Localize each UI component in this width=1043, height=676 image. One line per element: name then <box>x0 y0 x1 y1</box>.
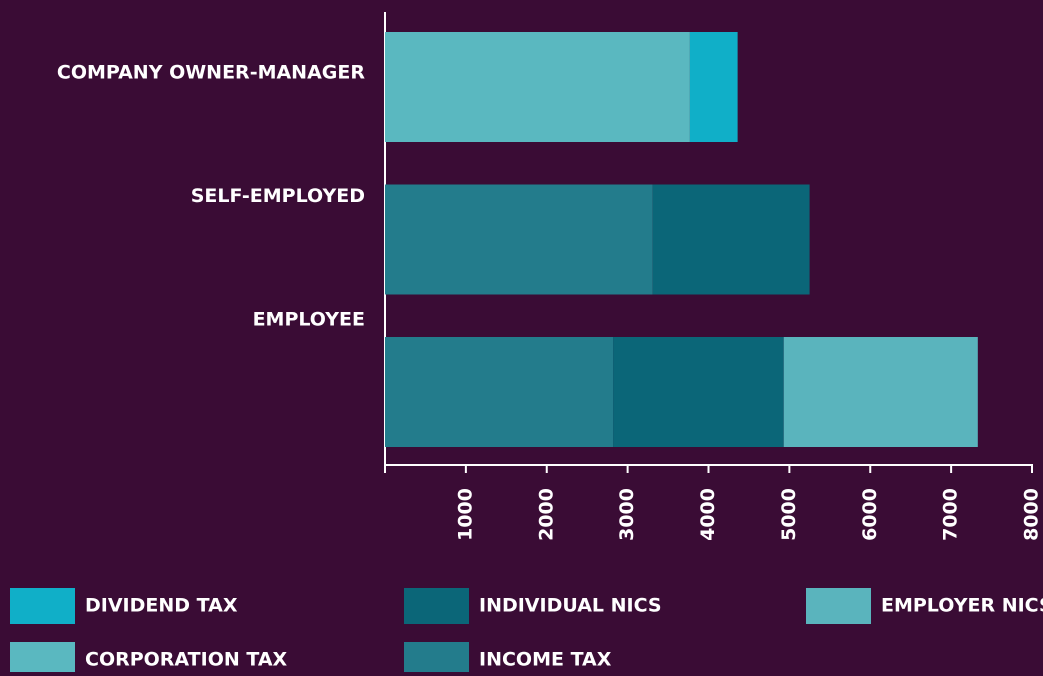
x-tick-label: 7000 <box>940 488 962 541</box>
legend-label: CORPORATION TAX <box>85 649 288 671</box>
bar-segment <box>613 337 784 447</box>
legend-swatch <box>10 642 75 676</box>
x-tick-label: 8000 <box>1021 488 1043 541</box>
bar-segment <box>385 32 690 142</box>
bar-segment <box>385 337 614 447</box>
x-tick-label: 2000 <box>535 488 557 541</box>
bar-segment <box>689 32 738 142</box>
legend-label: DIVIDEND TAX <box>85 595 238 617</box>
x-tick-label: 4000 <box>697 488 719 541</box>
legend-swatch <box>10 588 75 624</box>
legend-label: INCOME TAX <box>479 649 612 671</box>
bar-segment <box>385 184 653 295</box>
legend-label: EMPLOYER NICS <box>881 595 1043 617</box>
category-label: EMPLOYEE <box>253 309 365 331</box>
legend-swatch <box>404 642 469 676</box>
bar-segment <box>783 337 978 447</box>
category-label: COMPANY OWNER-MANAGER <box>57 62 365 84</box>
category-label: SELF-EMPLOYED <box>191 185 365 207</box>
x-tick-label: 5000 <box>778 488 800 541</box>
x-tick-label: 6000 <box>859 488 881 541</box>
bar-segment <box>652 184 810 295</box>
x-tick-label: 3000 <box>616 488 638 541</box>
legend-label: INDIVIDUAL NICS <box>479 595 662 617</box>
legend-swatch <box>404 588 469 624</box>
x-tick-label: 1000 <box>454 488 476 541</box>
legend-swatch <box>806 588 871 624</box>
